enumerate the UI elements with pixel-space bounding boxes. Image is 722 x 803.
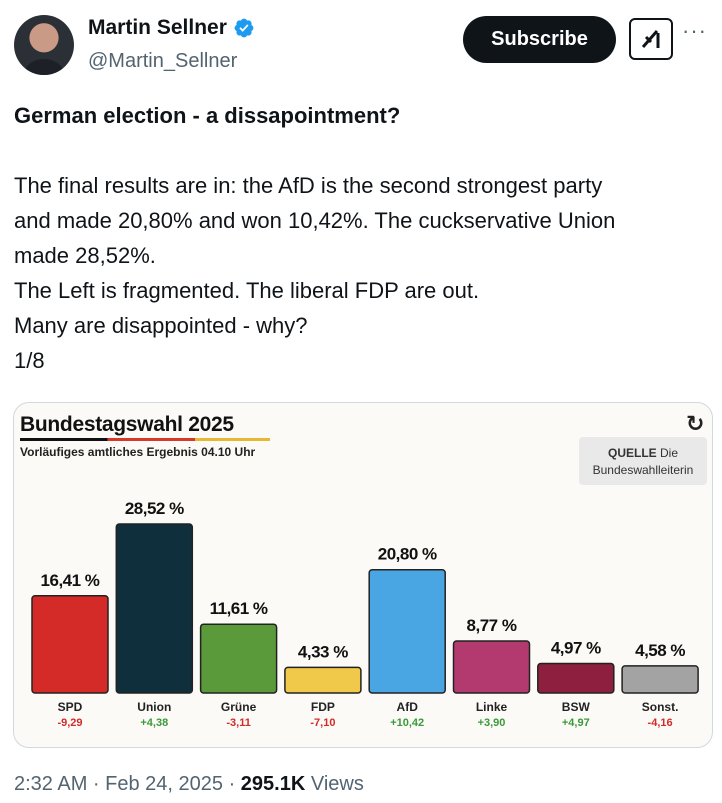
author-name[interactable]: Martin Sellner: [88, 16, 227, 39]
bar-spd: [31, 595, 109, 694]
bar-value-label: 11,61 %: [210, 599, 268, 618]
category-label: BSW: [562, 700, 591, 714]
post-line: The Left is fragmented. The liberal FDP …: [14, 278, 480, 303]
avatar[interactable]: [14, 15, 74, 75]
post-line: made 28,52%.: [14, 243, 156, 268]
grok-icon[interactable]: [629, 18, 673, 60]
category-label: Sonst.: [642, 700, 679, 714]
change-label: +10,42: [390, 717, 424, 729]
post-timestamp[interactable]: 2:32 AM · Feb 24, 2025 ·: [14, 773, 241, 795]
bar-afd: [368, 568, 446, 694]
category-label: FDP: [311, 700, 335, 714]
category-label: Union: [137, 700, 171, 714]
bar-linke: [452, 640, 531, 694]
bar-chart: 16,41 % SPD -9,29 28,52 % Union +4,38 11,61 % G…: [31, 499, 699, 729]
chart-title: Bundestagswahl 2025: [20, 413, 234, 436]
post-headline: German election - a dissapointment?: [14, 103, 401, 128]
category-label: SPD: [58, 700, 83, 714]
bar-value-label: 20,80 %: [378, 545, 437, 564]
post-line: Many are disappointed - why?: [14, 313, 308, 338]
subscribe-button[interactable]: Subscribe: [463, 16, 616, 63]
bar-sonst: [621, 665, 699, 694]
bar-value-label: 28,52 %: [125, 499, 184, 518]
bar-value-label: 4,33 %: [298, 642, 348, 661]
source-line2: Bundeswahlleiterin: [592, 463, 694, 477]
post-footer: 2:32 AM · Feb 24, 2025 · 295.1K Views: [14, 773, 364, 796]
more-options-icon[interactable]: ···: [682, 18, 707, 43]
refresh-icon: ↻: [686, 411, 705, 436]
bar-value-label: 4,58 %: [635, 641, 685, 660]
verified-badge-icon: [234, 18, 254, 38]
author-row: Martin Sellner: [88, 16, 255, 40]
views-count: 295.1K: [240, 773, 306, 795]
bar-value-label: 16,41 %: [41, 571, 100, 590]
post-line: The final results are in: the AfD is the…: [14, 173, 603, 198]
bar-union: [115, 523, 194, 694]
post-media-image[interactable]: Bundestagswahl 2025 Vorläufiges amtliche…: [13, 402, 713, 748]
source-label: QUELLE: [607, 446, 657, 460]
change-label: +4,97: [562, 717, 590, 729]
change-label: +3,90: [478, 717, 506, 729]
post-line: and made 20,80% and won 10,42%. The cuck…: [14, 208, 616, 233]
change-label: -4,16: [648, 717, 673, 729]
change-label: -9,29: [57, 717, 82, 729]
bar-fdp: [284, 666, 362, 694]
post-line: 1/8: [14, 348, 45, 373]
change-label: -7,10: [310, 717, 335, 729]
change-label: -3,11: [226, 717, 250, 729]
bar-value-label: 4,97 %: [551, 639, 601, 658]
change-label: +4,38: [140, 717, 168, 729]
source-box: QUELLE Die Bundeswahlleiterin: [579, 437, 707, 485]
bar-bsw: [537, 662, 615, 694]
post-text: German election - a dissapointment? The …: [14, 98, 714, 378]
category-label: AfD: [397, 700, 419, 714]
author-handle[interactable]: @Martin_Sellner: [88, 50, 238, 72]
bar-value-label: 8,77 %: [467, 616, 517, 635]
bar-grne: [199, 623, 278, 694]
source-rest: Die: [660, 446, 679, 460]
category-label: Grüne: [221, 700, 257, 714]
chart-subtitle: Vorläufiges amtliches Ergebnis 04.10 Uhr: [20, 445, 256, 459]
title-rule: [20, 438, 270, 441]
views-label: Views: [305, 773, 364, 795]
category-label: Linke: [476, 700, 508, 714]
